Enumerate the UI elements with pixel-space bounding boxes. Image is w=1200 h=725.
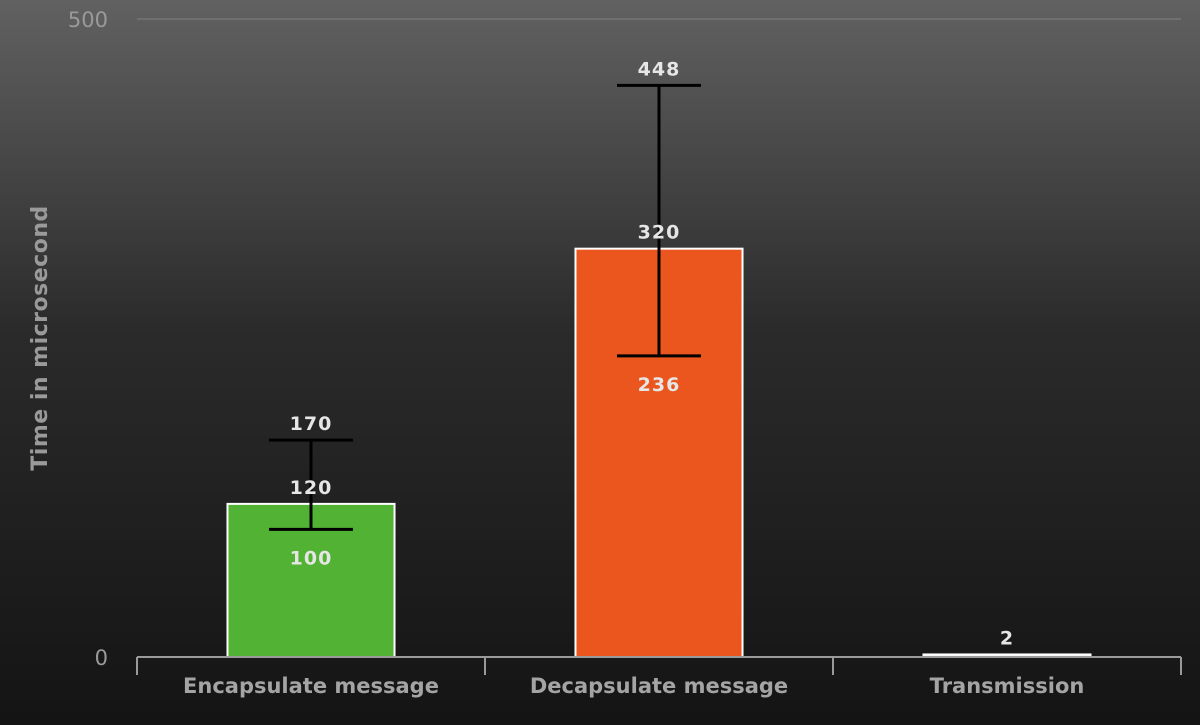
y-axis-label: Time in microsecond — [28, 205, 53, 470]
x-category-label: Decapsulate message — [530, 674, 788, 698]
labels-layer: Encapsulate message 170 100 120 Decapsulate … — [183, 58, 1084, 698]
bar-value-label: 320 — [638, 222, 681, 244]
bar-value-label: 2 — [1000, 627, 1014, 649]
bar-value-label: 120 — [290, 477, 333, 499]
x-category-label: Transmission — [930, 674, 1085, 698]
error-high-label: 170 — [290, 413, 333, 435]
error-low-label: 236 — [638, 374, 681, 396]
error-bars-layer — [269, 83, 701, 531]
x-category-label: Encapsulate message — [183, 674, 439, 698]
error-low-label: 100 — [290, 547, 333, 569]
y-tick-label: 500 — [68, 8, 108, 32]
error-high-label: 448 — [638, 58, 681, 80]
y-tick-label: 0 — [95, 646, 108, 670]
axis-layer: 0 500 — [68, 8, 1182, 675]
